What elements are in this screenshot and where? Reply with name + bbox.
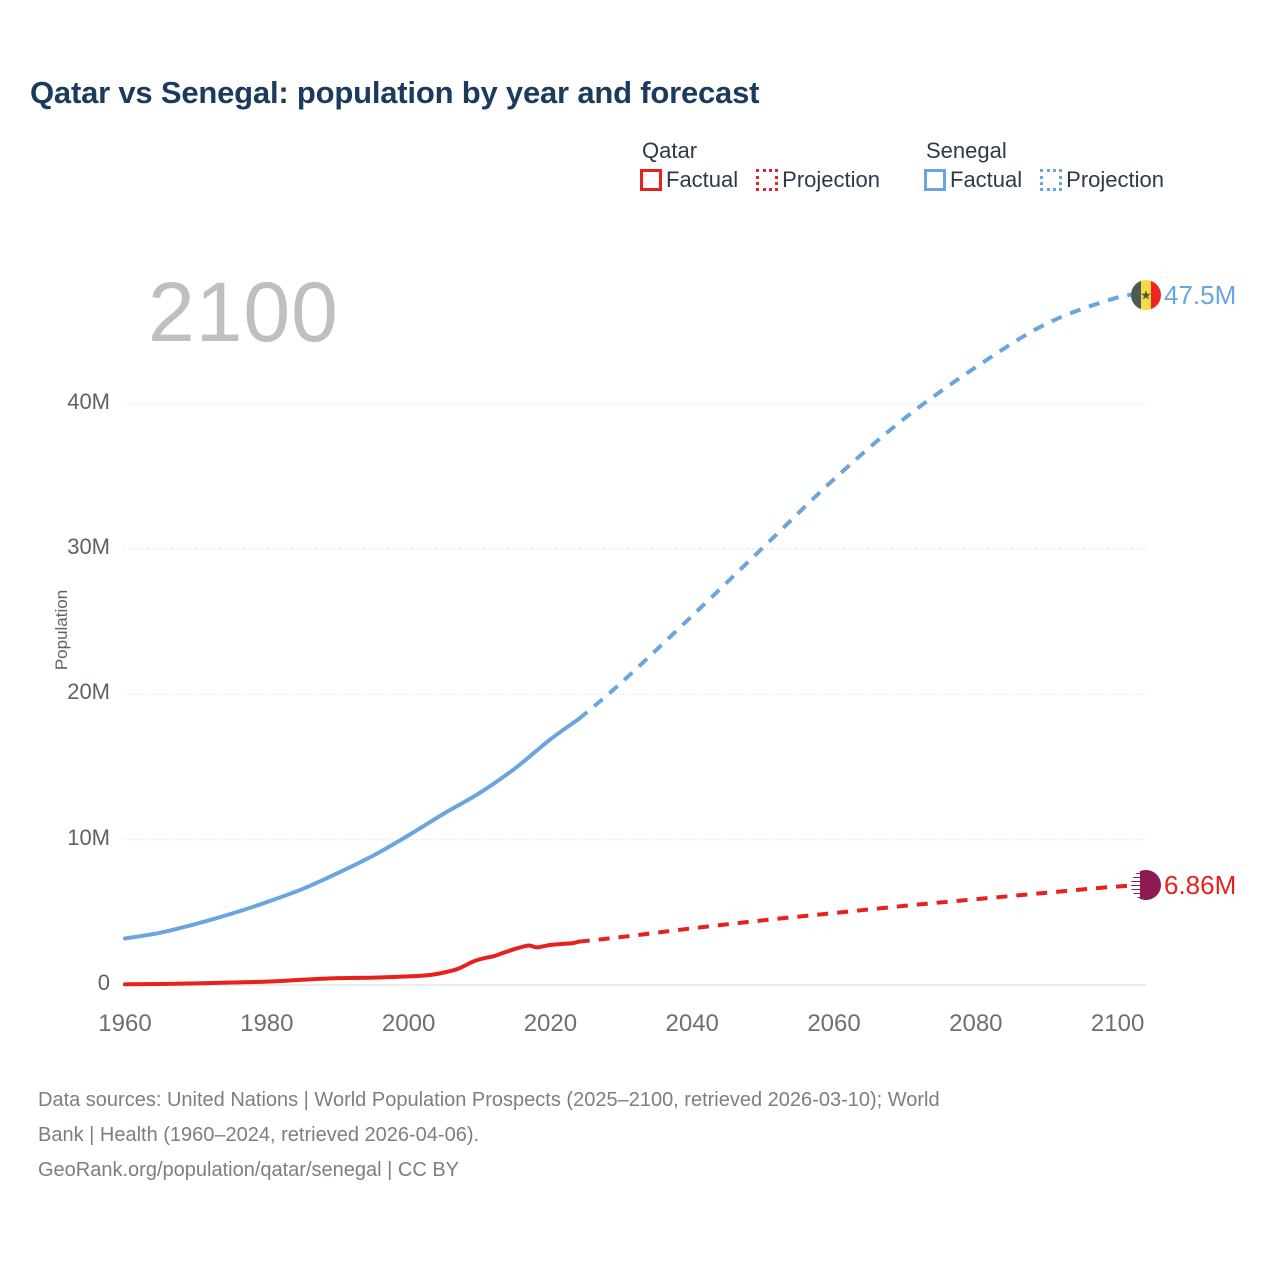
footer-attribution[interactable]: GeoRank.org/population/qatar/senegal | C… [38,1159,460,1181]
legend-label-senegal-projection: Projection [1066,167,1164,192]
chart-footer: Data sources: United Nations | World Pop… [38,1085,1238,1186]
legend-group-title-qatar: Qatar [642,138,698,163]
y-tick-label: 0 [97,970,110,995]
series-lines [123,292,1147,987]
year-watermark: 2100 [148,265,339,359]
gridlines [125,402,1146,986]
qatar-flag-band [1131,870,1140,901]
x-tick-label: 2100 [1090,1010,1145,1037]
x-tick-label: 2000 [381,1010,436,1037]
legend-item-senegal-factual[interactable]: Factual [924,169,1022,191]
legend-label-qatar-projection: Projection [782,167,880,192]
endpoint-senegal: ★ 47.5M [1131,279,1237,310]
legend-swatch-dotted-icon [1040,169,1063,191]
series-line-projection-senegal [577,292,1147,721]
chart-legend: Qatar Factual Projection Senegal Factual [640,140,1164,191]
x-tick-label: 1980 [240,1010,294,1037]
footer-sources-line1: Data sources: United Nations | World Pop… [38,1089,940,1111]
legend-group-qatar: Qatar Factual Projection [640,140,880,191]
legend-swatch-dotted-icon [756,169,779,191]
legend-item-qatar-projection[interactable]: Projection [756,169,880,191]
legend-label-senegal-factual: Factual [950,167,1023,192]
x-tick-label: 2020 [523,1010,578,1037]
x-tick-label: 2060 [807,1010,861,1037]
footer-sources-line2: Bank | Health (1960–2024, retrieved 2026… [38,1124,480,1146]
y-tick-label: 40M [67,388,110,414]
x-tick-label: 2040 [665,1010,719,1037]
qatar-flag-icon [1131,870,1161,901]
senegal-flag-icon: ★ [1131,279,1161,310]
legend-item-qatar-factual[interactable]: Factual [640,169,738,191]
series-line-factual-qatar [123,939,581,987]
senegal-star-icon: ★ [1140,287,1152,303]
x-tick-label: 1960 [98,1010,152,1037]
legend-label-qatar-factual: Factual [666,167,739,192]
legend-swatch-solid-icon [924,169,946,191]
endpoint-qatar: 6.86M [1131,870,1237,901]
legend-group-senegal: Senegal Factual Projection [924,140,1164,191]
legend-swatch-solid-icon [640,169,662,191]
legend-group-title-senegal: Senegal [926,138,1007,163]
y-tick-label: 30M [67,533,110,559]
x-tick-label: 2080 [949,1010,1003,1037]
series-line-projection-qatar [578,883,1147,944]
y-tick-label: 10M [67,824,110,850]
page-title: Qatar vs Senegal: population by year and… [30,75,760,110]
series-line-factual-senegal [123,716,581,941]
legend-item-senegal-projection[interactable]: Projection [1040,169,1164,191]
endpoint-value-qatar: 6.86M [1164,870,1237,901]
y-tick-label: 20M [67,679,110,705]
endpoint-value-senegal: 47.5M [1164,279,1237,310]
